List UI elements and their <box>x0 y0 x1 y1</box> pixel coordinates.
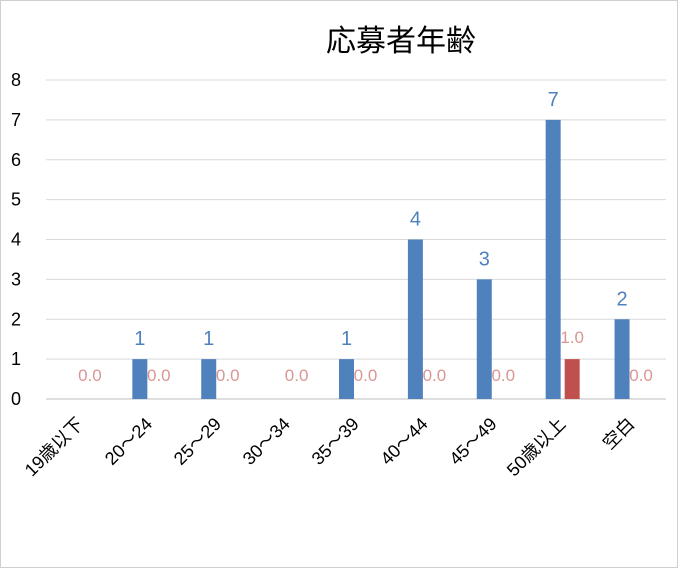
x-tick-label: 40～44 <box>377 414 432 469</box>
data-label: 0.0 <box>78 366 102 385</box>
data-label: 0.0 <box>423 366 447 385</box>
y-tick-label: 8 <box>11 70 21 90</box>
data-label: 0.0 <box>147 366 171 385</box>
data-label: 1.0 <box>560 328 584 347</box>
y-tick-label: 1 <box>11 349 21 369</box>
x-tick-label: 45～49 <box>445 414 500 469</box>
data-labels: 0.010.010.0 0.010.040.030.071.020.0 <box>78 89 653 385</box>
data-label: 2 <box>616 288 627 310</box>
data-label: 0.0 <box>285 366 309 385</box>
bar <box>476 279 492 399</box>
data-label: 7 <box>548 89 559 111</box>
x-tick-label: 50歳以上 <box>503 414 569 480</box>
x-tick-label: 19歳以下 <box>21 414 87 480</box>
x-tick-label: 空白 <box>599 414 639 454</box>
y-tick-label: 0 <box>11 389 21 409</box>
y-tick-label: 3 <box>11 269 21 289</box>
data-label: 0.0 <box>354 366 378 385</box>
y-tick-label: 4 <box>11 230 21 250</box>
bars <box>132 119 630 399</box>
y-tick-label: 5 <box>11 190 21 210</box>
data-label: 0.0 <box>491 366 515 385</box>
x-tick-label: 20～24 <box>101 414 156 469</box>
data-label: 1 <box>341 328 352 350</box>
y-tick-label: 2 <box>11 309 21 329</box>
bar <box>545 119 561 399</box>
bar <box>132 359 148 399</box>
x-tick-label: 25～29 <box>170 414 225 469</box>
gridlines <box>46 79 666 400</box>
data-label: 4 <box>410 209 421 231</box>
bar <box>339 359 354 399</box>
data-label: 0.0 <box>629 366 653 385</box>
data-label: 0.0 <box>216 366 240 385</box>
x-tick-label: 30～34 <box>239 414 294 469</box>
y-tick-label: 6 <box>11 150 21 170</box>
bar <box>407 239 423 399</box>
x-axis-ticks: 19歳以下 20～24 25～29 30～34 35～39 40～44 45～49 50歳以上… <box>21 414 639 480</box>
chart-title: 応募者年齢 <box>326 25 476 58</box>
x-tick-label: 35～39 <box>308 414 363 469</box>
data-label: 3 <box>479 248 490 270</box>
bar <box>614 319 630 399</box>
bar <box>564 359 580 399</box>
bar <box>201 359 217 399</box>
data-label: 1 <box>203 328 214 350</box>
y-axis-ticks: 0 1 2 3 4 5 6 7 8 <box>11 70 21 409</box>
data-label: 1 <box>134 328 145 350</box>
y-tick-label: 7 <box>11 110 21 130</box>
